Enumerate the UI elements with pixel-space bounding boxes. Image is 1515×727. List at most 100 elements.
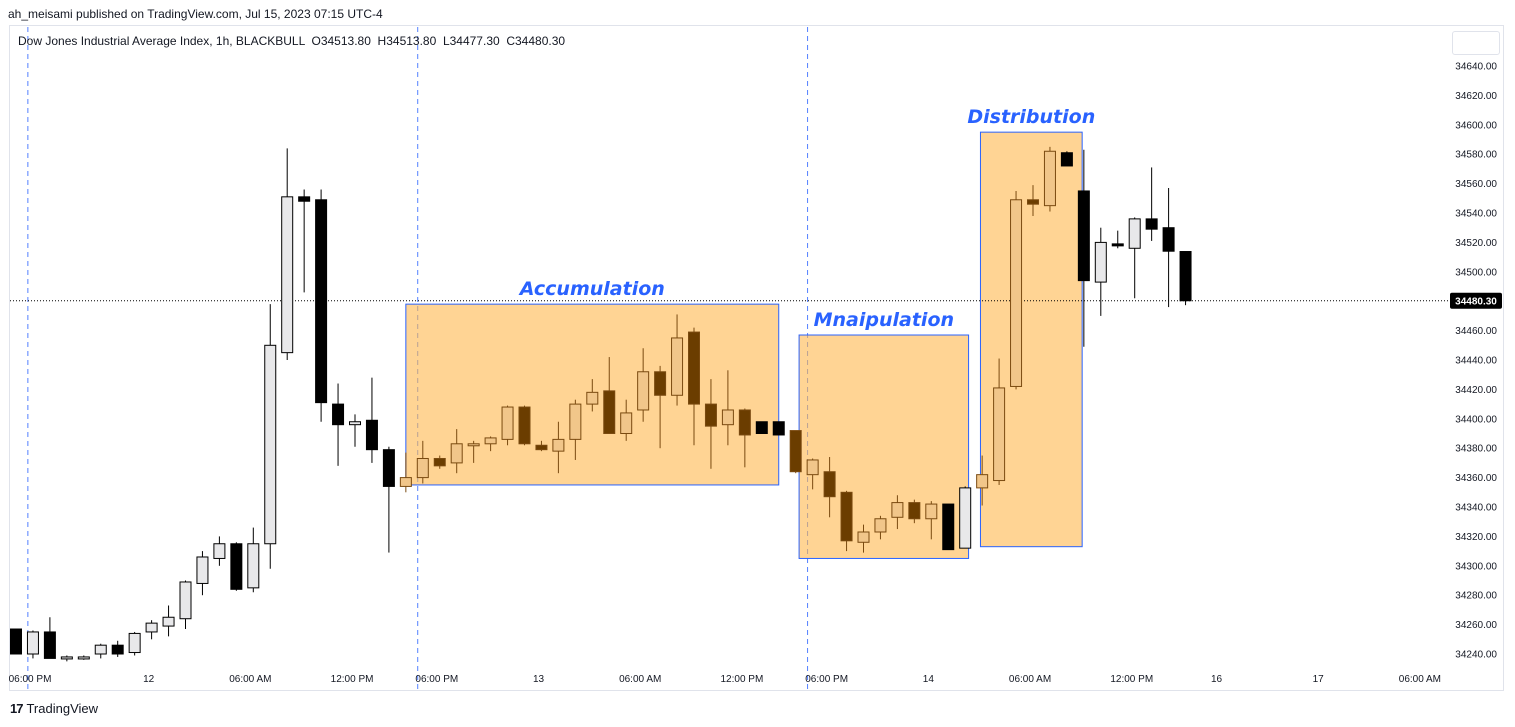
x-tick-label: 12:00 PM [720,674,763,685]
candle [501,405,514,446]
y-tick-label: 34640.00 [1455,62,1497,73]
candle-body [484,437,497,445]
candle-body [772,421,785,436]
y-tick-label: 34540.00 [1455,209,1497,220]
candle [603,357,616,434]
candle-body [315,199,328,404]
y-tick-label: 34380.00 [1455,444,1497,455]
zone-box-distribution [979,131,1083,548]
x-tick-label: 13 [533,674,545,685]
candle-body [603,390,616,434]
candle-body [179,581,192,620]
candle-body [993,387,1006,482]
x-tick-label: 12:00 PM [1110,674,1153,685]
candle [1145,167,1158,241]
candle-body [1027,199,1039,205]
price-axis[interactable]: 34240.00 34260.00 34280.00 34300.00 34320.00… [1455,62,1497,661]
candle-body [60,656,73,660]
last-price-badge-label: 34480.30 [1455,296,1497,307]
candle-body [654,371,667,396]
candle-body [162,616,175,627]
candle [789,430,802,474]
candle [128,631,141,656]
candle [806,458,819,490]
candle [60,655,73,662]
candle-body [433,457,446,467]
chart-options-box[interactable] [1452,31,1500,55]
candle [620,399,633,441]
candle-body [281,196,294,354]
candle-body [806,459,819,476]
candle [281,148,294,360]
candle [891,495,904,530]
candle [654,365,667,449]
candle [1027,185,1039,216]
candle [925,501,938,540]
x-tick-label: 06:00 AM [1399,674,1441,685]
candle [315,189,328,422]
candle-body [857,531,870,543]
y-tick-label: 34280.00 [1455,591,1497,602]
zone-label: Distribution [967,106,1095,128]
zone-label: Mnaipulation [814,309,954,331]
published-by-line: ah_meisami published on TradingView.com,… [8,7,383,21]
candle-body [688,331,700,405]
candle [518,405,531,446]
candle-body [959,487,972,549]
candle [26,630,39,659]
candle-body [1145,218,1158,230]
candle-body [823,471,836,498]
candle [772,421,785,436]
candle-body [349,421,361,426]
y-tick-label: 34620.00 [1455,91,1497,102]
candle-body [1094,241,1107,283]
candle-body [332,403,345,426]
candle [332,383,345,466]
candle-body [874,518,887,533]
y-tick-label: 34360.00 [1455,473,1497,484]
candle-body [1179,251,1192,302]
tradingview-logo-icon: 17 [10,701,24,716]
candle [10,628,22,655]
candle [552,421,565,474]
candle [196,551,209,596]
candle [213,536,226,566]
candle-body [1128,218,1141,249]
candle-body [518,406,531,445]
candle [823,457,836,518]
y-tick-label: 34520.00 [1455,238,1497,249]
candle-body [586,391,599,405]
candle-body [569,403,582,440]
y-tick-label: 34320.00 [1455,532,1497,543]
candle-body [1060,152,1073,167]
candle [535,440,548,452]
candle-body [721,409,734,426]
candle [264,304,277,569]
candle [94,643,107,659]
last-price-badge-bg [1450,292,1502,309]
candle [976,455,989,506]
candle-body [111,644,124,655]
candle-body [416,457,429,479]
footer-brand[interactable]: 17 TradingView [10,701,98,716]
candle-body [1111,243,1124,247]
y-tick-label: 34440.00 [1455,356,1497,367]
candle [959,486,972,549]
time-axis[interactable]: 06:00 PM 12 06:00 AM 12:00 PM 06:00 PM 13 06:0… [9,674,1441,685]
candle-body [552,438,565,452]
candle-body [925,503,938,520]
candle [1060,151,1073,167]
zone-label: Accumulation [518,278,665,300]
chart-frame [9,25,1504,691]
last-price-badge: 34480.30 [1450,292,1502,309]
candle-body [704,403,717,427]
candle-body [230,543,243,590]
y-tick-label: 34240.00 [1455,650,1497,661]
candle [1179,251,1192,306]
y-tick-label: 34600.00 [1455,120,1497,131]
candle [1162,188,1175,308]
candle-body [755,421,768,434]
candle [179,580,192,630]
candle-body [1010,199,1023,387]
